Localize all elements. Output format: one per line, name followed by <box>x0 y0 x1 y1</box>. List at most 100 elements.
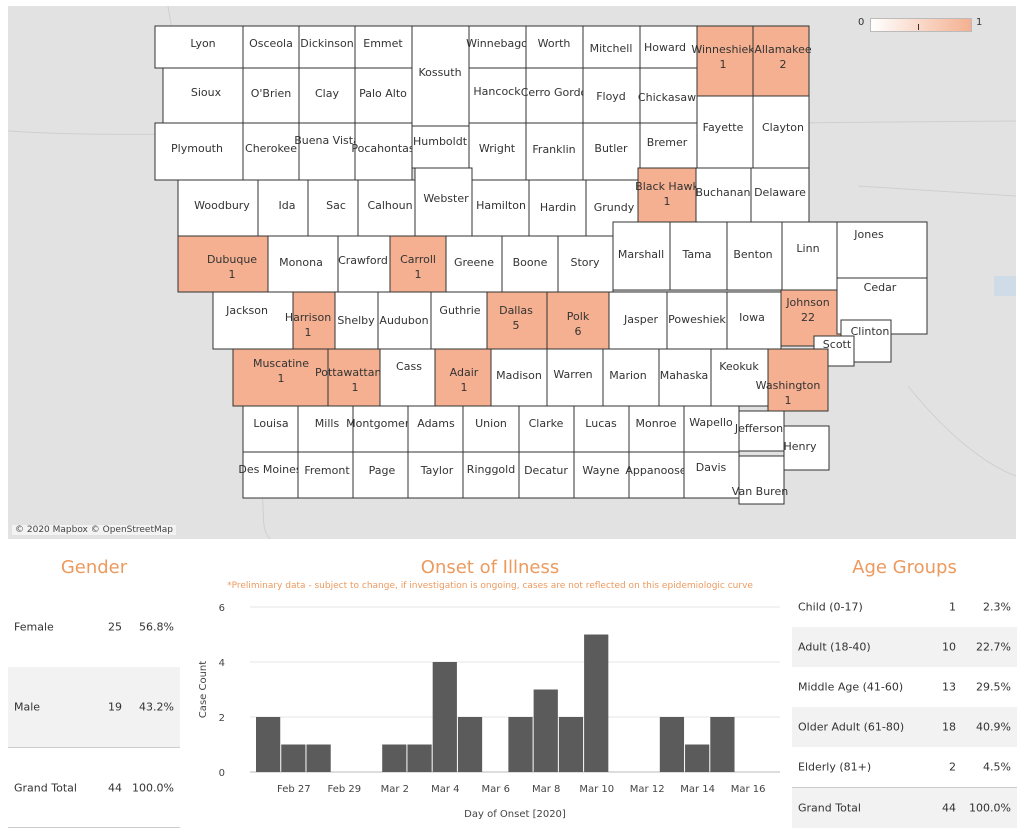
county-shape[interactable] <box>154 122 244 181</box>
county-shape[interactable] <box>582 122 641 181</box>
county-shape[interactable] <box>430 291 488 350</box>
county-emmet[interactable]: Emmet <box>354 25 413 69</box>
county-jasper[interactable]: Jasper <box>608 291 668 350</box>
county-shape[interactable] <box>696 95 754 169</box>
county-wright[interactable]: Wright <box>468 122 527 181</box>
county-shape[interactable] <box>557 235 614 293</box>
county-calhoun[interactable]: Calhoun <box>357 179 416 237</box>
county-wayne[interactable]: Wayne <box>573 451 630 499</box>
county-shape[interactable] <box>434 348 492 407</box>
county-washington[interactable]: Washington 1 <box>756 348 829 412</box>
county-worth[interactable]: Worth <box>525 25 584 69</box>
county-shape[interactable] <box>767 348 829 412</box>
county-shape[interactable] <box>490 348 548 407</box>
county-mahaska[interactable]: Mahaska <box>658 348 712 407</box>
county-shape[interactable] <box>298 25 356 69</box>
county-montgomery[interactable]: Montgomery <box>346 405 416 453</box>
county-ida[interactable]: Ida <box>257 179 309 237</box>
county-humboldt[interactable]: Humboldt <box>411 125 470 169</box>
expand-icon[interactable] <box>994 276 1016 296</box>
county-shape[interactable] <box>525 67 584 124</box>
table-row[interactable]: Elderly (81+) 2 4.5% <box>792 747 1017 787</box>
county-shape[interactable] <box>212 291 294 350</box>
map-canvas[interactable]: Lyon Osceola Dickinson Emmet Kossuth Winnebag… <box>8 6 1016 539</box>
table-row[interactable]: Middle Age (41-60) 13 29.5% <box>792 667 1017 707</box>
county-benton[interactable]: Benton <box>726 221 783 291</box>
county-shape[interactable] <box>726 221 783 291</box>
county-shape[interactable] <box>389 235 447 293</box>
table-row[interactable]: Older Adult (61-80) 18 40.9% <box>792 707 1017 747</box>
county-shape[interactable] <box>628 405 685 453</box>
county-shape[interactable] <box>242 405 299 453</box>
county-decatur[interactable]: Decatur <box>518 451 575 499</box>
county-shape[interactable] <box>528 179 587 237</box>
county-marshall[interactable]: Marshall <box>612 221 671 291</box>
map-attribution[interactable]: © 2020 Mapbox © OpenStreetMap <box>12 525 176 535</box>
county-shape[interactable] <box>377 291 432 350</box>
county-page[interactable]: Page <box>352 451 409 499</box>
bar-mar-5[interactable] <box>457 717 483 772</box>
county-shape[interactable] <box>462 405 520 453</box>
county-louisa[interactable]: Louisa <box>242 405 299 453</box>
county-monona[interactable]: Monona <box>267 235 339 293</box>
county-shape[interactable] <box>582 25 641 69</box>
county-shape[interactable] <box>307 179 359 237</box>
county-clay[interactable]: Clay <box>298 67 356 124</box>
county-cass[interactable]: Cass <box>379 348 436 407</box>
county-shape[interactable] <box>468 25 527 69</box>
county-shape[interactable] <box>738 455 785 505</box>
county-shape[interactable] <box>242 451 299 499</box>
county-warren[interactable]: Warren <box>546 348 604 407</box>
county-delaware[interactable]: Delaware <box>750 167 810 223</box>
grand-total-row[interactable]: Grand Total 44 100.0% <box>8 747 180 828</box>
county-henry[interactable]: Henry <box>783 425 830 471</box>
bar-mar-3[interactable] <box>407 744 432 773</box>
county-ringgold[interactable]: Ringgold <box>462 451 520 499</box>
county-osceola[interactable]: Osceola <box>242 25 300 69</box>
county-shape[interactable] <box>683 451 740 499</box>
county-union[interactable]: Union <box>462 405 520 453</box>
county-poweshiek[interactable]: Poweshiek <box>666 291 728 350</box>
county-shape[interactable] <box>781 221 838 291</box>
county-shape[interactable] <box>297 451 354 499</box>
county-harrison[interactable]: Harrison 1 <box>285 291 336 350</box>
county-allamakee[interactable]: Allamakee 2 <box>752 25 812 97</box>
county-van-buren[interactable]: Van Buren <box>732 455 788 505</box>
county-shape[interactable] <box>738 410 785 452</box>
county-shape[interactable] <box>602 348 660 407</box>
county-cerro-gordo[interactable]: Cerro Gordo <box>521 67 588 124</box>
county-shape[interactable] <box>546 348 604 407</box>
bar-mar-14[interactable] <box>685 744 710 773</box>
bar-feb-27[interactable] <box>281 744 306 773</box>
county-guthrie[interactable]: Guthrie <box>430 291 488 350</box>
grand-total-row[interactable]: Grand Total 44 100.0% <box>792 787 1017 828</box>
county-fayette[interactable]: Fayette <box>696 95 754 169</box>
county-dallas[interactable]: Dallas 5 <box>486 291 548 350</box>
county-sac[interactable]: Sac <box>307 179 359 237</box>
county-crawford[interactable]: Crawford <box>337 235 391 293</box>
county-mitchell[interactable]: Mitchell <box>582 25 641 69</box>
county-sioux[interactable]: Sioux <box>162 67 244 124</box>
county-winneshiek[interactable]: Winneshiek 1 <box>691 25 755 97</box>
county-appanoose[interactable]: Appanoose <box>625 451 687 499</box>
county-shape[interactable] <box>414 167 473 237</box>
county-cherokee[interactable]: Cherokee <box>242 122 300 181</box>
county-shape[interactable] <box>298 67 356 124</box>
county-shape[interactable] <box>379 348 436 407</box>
county-shape[interactable] <box>525 122 584 181</box>
county-shape[interactable] <box>683 405 740 453</box>
county-hamilton[interactable]: Hamilton <box>471 179 530 237</box>
county-adair[interactable]: Adair 1 <box>434 348 492 407</box>
county-shelby[interactable]: Shelby <box>334 291 379 350</box>
county-iowa[interactable]: Iowa <box>726 291 782 350</box>
county-shape[interactable] <box>337 235 391 293</box>
table-row[interactable]: Child (0-17) 1 2.3% <box>792 587 1017 627</box>
bar-mar-4[interactable] <box>432 662 457 772</box>
county-shape[interactable] <box>710 348 769 407</box>
county-shape[interactable] <box>637 167 697 223</box>
bar-mar-9[interactable] <box>558 717 584 772</box>
county-shape[interactable] <box>297 405 354 453</box>
county-marion[interactable]: Marion <box>602 348 660 407</box>
county-shape[interactable] <box>628 451 685 499</box>
county-shape[interactable] <box>462 451 520 499</box>
